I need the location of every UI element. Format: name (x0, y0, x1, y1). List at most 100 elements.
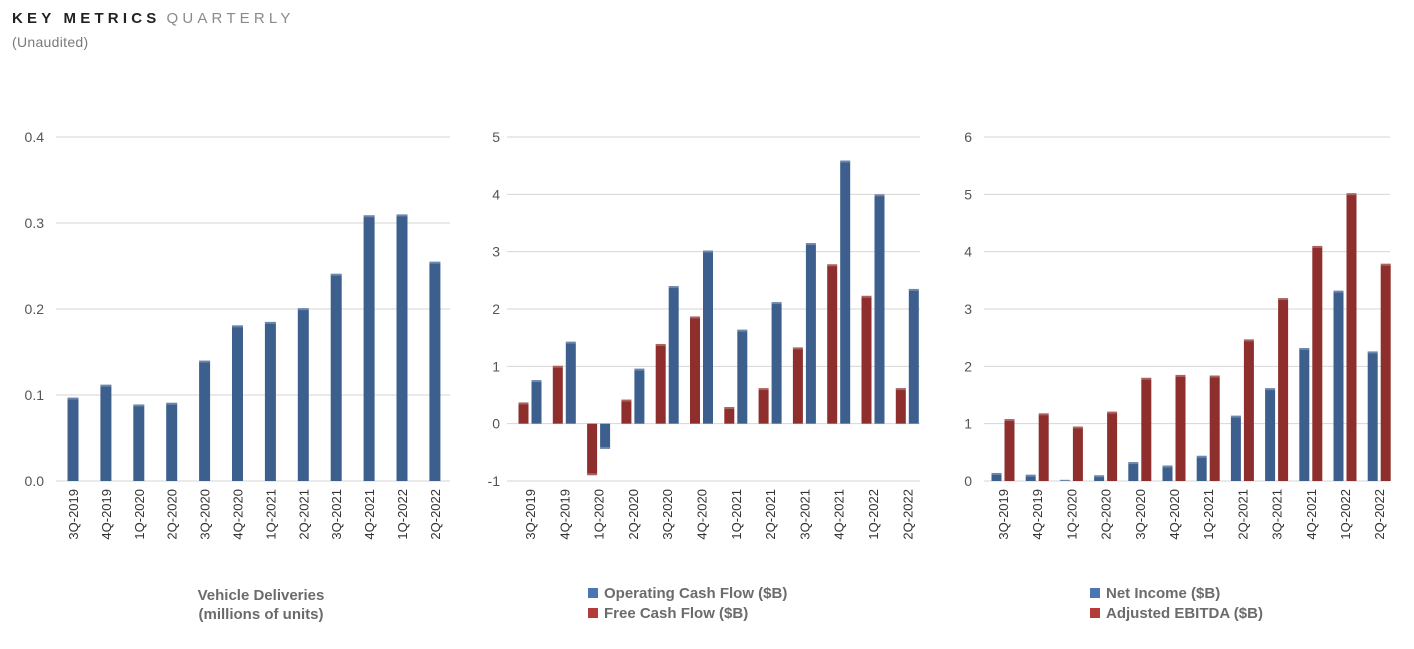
bar (991, 472, 1002, 481)
x-tick-label: 2Q-2020 (626, 489, 641, 540)
bar-cap (1299, 347, 1310, 350)
y-tick-label: 2 (964, 358, 972, 374)
y-tick-label: 0.3 (25, 215, 45, 231)
bar-cap (840, 160, 851, 163)
chart-1: 0.0 0.1 0.2 0.3 0.4 3Q-2019 4Q-2019 1Q-2020 2Q-2… (25, 129, 450, 623)
bar-cap (363, 215, 375, 218)
x-tick-label: 4Q-2019 (1030, 489, 1045, 540)
x-tick-label: 4Q-2021 (362, 489, 377, 540)
x-axis-label: (millions of units) (199, 606, 324, 623)
bar (1333, 290, 1344, 481)
bar-cap (1141, 377, 1152, 380)
bar (1243, 339, 1254, 481)
bar-cap (991, 472, 1002, 475)
bar-cap (264, 321, 276, 324)
x-tick-label: 4Q-2019 (99, 489, 114, 540)
title-main: KEY METRICS (12, 10, 161, 27)
bar (166, 402, 178, 481)
bar (1107, 411, 1118, 481)
x-tick-label: 3Q-2020 (660, 489, 675, 540)
bar-cap (668, 286, 679, 289)
bar (1278, 298, 1289, 481)
x-tick-label: 3Q-2021 (797, 489, 812, 540)
bar (874, 194, 885, 424)
y-tick-label: 4 (964, 244, 972, 260)
legend-label: Net Income ($B) (1106, 585, 1220, 602)
x-tick-label: 1Q-2021 (729, 489, 744, 540)
bar (1059, 479, 1070, 481)
y-tick-label: 0.2 (25, 301, 45, 317)
y-tick-label: 0 (964, 473, 972, 489)
y-tick-label: 4 (492, 186, 500, 202)
x-tick-label: 3Q-2019 (523, 489, 538, 540)
bar (703, 250, 713, 424)
bar (199, 360, 211, 481)
bar (634, 368, 645, 424)
page-subtitle: (Unaudited) (12, 34, 89, 50)
y-tick-label: 3 (492, 244, 500, 260)
x-tick-label: 1Q-2021 (263, 489, 278, 540)
bar (1162, 465, 1173, 481)
bar (330, 273, 342, 481)
bar (1312, 245, 1323, 481)
bar-cap (1346, 193, 1357, 196)
bar-cap (1059, 479, 1070, 482)
bar-cap (621, 399, 632, 402)
bar (1209, 375, 1220, 481)
bar-cap (1367, 351, 1378, 354)
x-axis-label: Vehicle Deliveries (198, 587, 325, 604)
bar-cap (1278, 298, 1289, 301)
bar (1025, 474, 1036, 481)
bar-cap (703, 250, 713, 253)
bar (1072, 426, 1083, 481)
bar (771, 302, 782, 424)
bar-cap (396, 214, 408, 217)
bar-cap (861, 295, 872, 298)
bar-cap (874, 194, 885, 197)
bar-cap (199, 360, 211, 363)
bar (600, 423, 611, 449)
x-tick-label: 2Q-2021 (763, 489, 778, 540)
x-tick-label: 4Q-2021 (832, 489, 847, 540)
bar-cap (1038, 413, 1049, 416)
bar (1380, 263, 1391, 481)
x-tick-label: 2Q-2022 (1372, 489, 1387, 540)
chart-3: 0 1 2 3 4 5 6 3Q-2019 4Q-2019 1Q-2020 2Q-2020 3Q-20… (964, 129, 1391, 622)
bar (1128, 462, 1139, 481)
bar-cap (1094, 475, 1105, 478)
legend-swatch (1090, 608, 1100, 618)
bar-cap (232, 325, 243, 328)
x-tick-label: 1Q-2022 (1338, 489, 1353, 540)
bar (668, 286, 679, 424)
x-tick-label: 3Q-2021 (1270, 489, 1285, 540)
bar-cap (67, 397, 79, 400)
x-tick-label: 3Q-2020 (1133, 489, 1148, 540)
y-tick-label: 5 (492, 129, 500, 145)
bar (1346, 193, 1357, 482)
bar (1004, 419, 1015, 481)
bar-cap (724, 407, 735, 410)
bar (655, 343, 666, 424)
legend-label: Free Cash Flow ($B) (604, 605, 748, 622)
x-tick-label: 2Q-2020 (1099, 489, 1114, 540)
bar (758, 388, 769, 424)
bar (100, 384, 112, 481)
bar-cap (166, 402, 178, 405)
bar (552, 365, 563, 424)
bar-cap (330, 273, 342, 276)
bar (737, 329, 748, 424)
bar-cap (1025, 474, 1036, 477)
y-tick-label: 6 (964, 129, 972, 145)
y-tick-label: 0.0 (25, 473, 45, 489)
bar (861, 295, 872, 424)
bar-cap (297, 308, 309, 311)
x-tick-label: 2Q-2021 (1235, 489, 1250, 540)
bar-cap (771, 302, 782, 305)
bar-cap (518, 402, 529, 405)
bar-cap (531, 380, 542, 383)
y-tick-label: 0.4 (25, 129, 45, 145)
bar-cap (908, 288, 919, 291)
bar (621, 399, 632, 424)
x-tick-label: 3Q-2019 (66, 489, 81, 540)
